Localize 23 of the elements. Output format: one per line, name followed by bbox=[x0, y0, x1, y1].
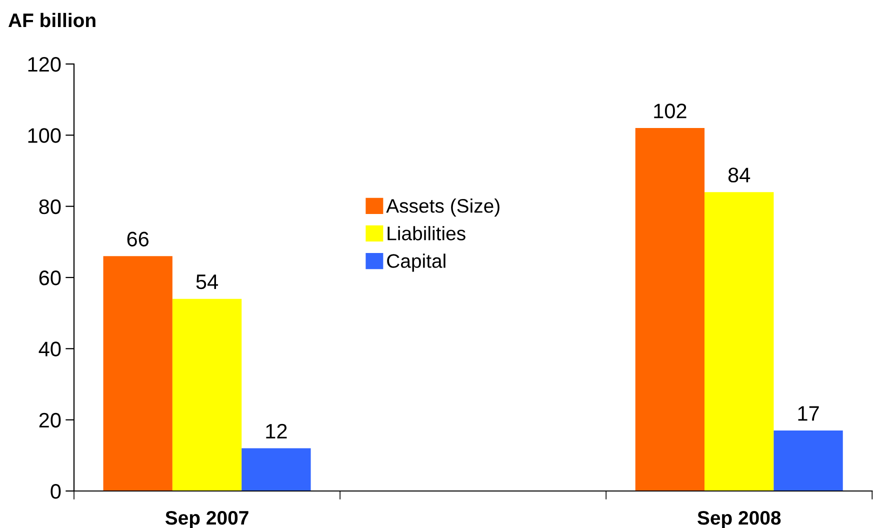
y-tick-label: 20 bbox=[39, 412, 61, 428]
data-label: 102 bbox=[654, 104, 686, 118]
y-tick-label: 80 bbox=[39, 199, 61, 214]
y-tick-label: 0 bbox=[50, 484, 61, 499]
data-label: 66 bbox=[127, 232, 149, 246]
y-tick-label: 40 bbox=[38, 342, 61, 356]
legend-label: Liabilities bbox=[388, 226, 466, 240]
bar bbox=[103, 256, 172, 491]
data-label: 12 bbox=[266, 424, 287, 438]
y-tick-label: 60 bbox=[39, 270, 61, 286]
legend-label: Assets (Size) bbox=[386, 198, 500, 217]
legend-label: Capital bbox=[387, 254, 446, 272]
y-tick-label: 120 bbox=[28, 57, 61, 72]
data-label: 17 bbox=[798, 406, 819, 421]
data-label: 54 bbox=[196, 274, 218, 290]
bar bbox=[635, 128, 705, 491]
data-label: 84 bbox=[728, 168, 750, 182]
bar bbox=[704, 192, 774, 491]
bar bbox=[774, 430, 843, 491]
y-axis-title: AF billion bbox=[8, 12, 96, 28]
bar bbox=[172, 298, 242, 491]
bar bbox=[242, 448, 311, 491]
y-tick-label: 100 bbox=[28, 128, 61, 143]
